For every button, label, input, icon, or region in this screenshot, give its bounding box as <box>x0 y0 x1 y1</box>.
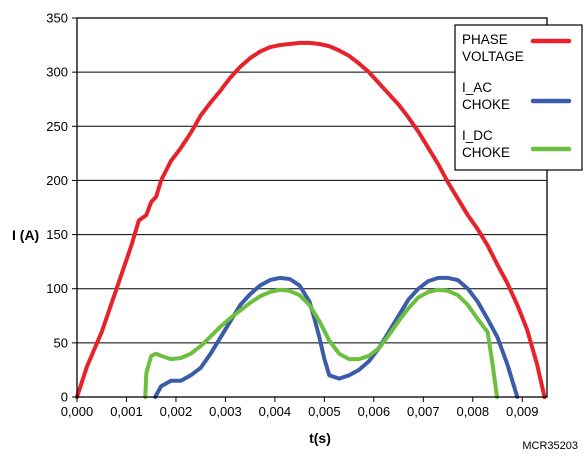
legend-label: I_AC <box>462 80 492 95</box>
legend: PHASE VOLTAGE I_AC CHOKE I_DC CHOKE <box>454 24 583 171</box>
legend-label: CHOKE <box>462 97 510 112</box>
series-line-2 <box>153 275 520 399</box>
legend-label: VOLTAGE <box>462 49 524 64</box>
series-line-3 <box>143 287 499 399</box>
y-tick-label: 50 <box>54 335 68 350</box>
x-tick-label: 0,001 <box>110 404 143 419</box>
y-tick-label: 250 <box>46 119 68 134</box>
axis-ticks: 0 50 100 150 200 250 300 350 0,000 0,001 0,002 0,00… <box>46 11 538 420</box>
figure-credit: MCR35203 <box>522 440 578 451</box>
x-tick-label: 0,008 <box>457 404 490 419</box>
x-tick-label: 0,000 <box>61 404 94 419</box>
x-tick-label: 0,005 <box>308 404 341 419</box>
x-tick-label: 0,006 <box>358 404 391 419</box>
x-tick-label: 0,009 <box>506 404 539 419</box>
x-tick-label: 0,003 <box>209 404 242 419</box>
y-tick-label: 200 <box>46 173 68 188</box>
legend-label: I_DC <box>462 128 493 143</box>
y-tick-label: 100 <box>46 281 68 296</box>
y-tick-label: 300 <box>46 65 68 80</box>
y-tick-label: 150 <box>46 227 68 242</box>
legend-box <box>454 24 583 171</box>
x-axis-title: t(s) <box>309 430 331 446</box>
grid-lines <box>77 71 547 344</box>
y-axis-title: I (A) <box>12 227 39 243</box>
x-tick-label: 0,007 <box>407 404 440 419</box>
y-tick-label: 0 <box>61 390 68 405</box>
plot-frame <box>76 17 548 398</box>
legend-label: CHOKE <box>462 145 510 160</box>
x-tick-label: 0,004 <box>259 404 292 419</box>
x-tick-label: 0,002 <box>160 404 193 419</box>
legend-label: PHASE <box>462 32 508 47</box>
y-tick-label: 350 <box>46 11 68 26</box>
series-line-1 <box>75 40 547 399</box>
series-lines <box>75 40 547 399</box>
